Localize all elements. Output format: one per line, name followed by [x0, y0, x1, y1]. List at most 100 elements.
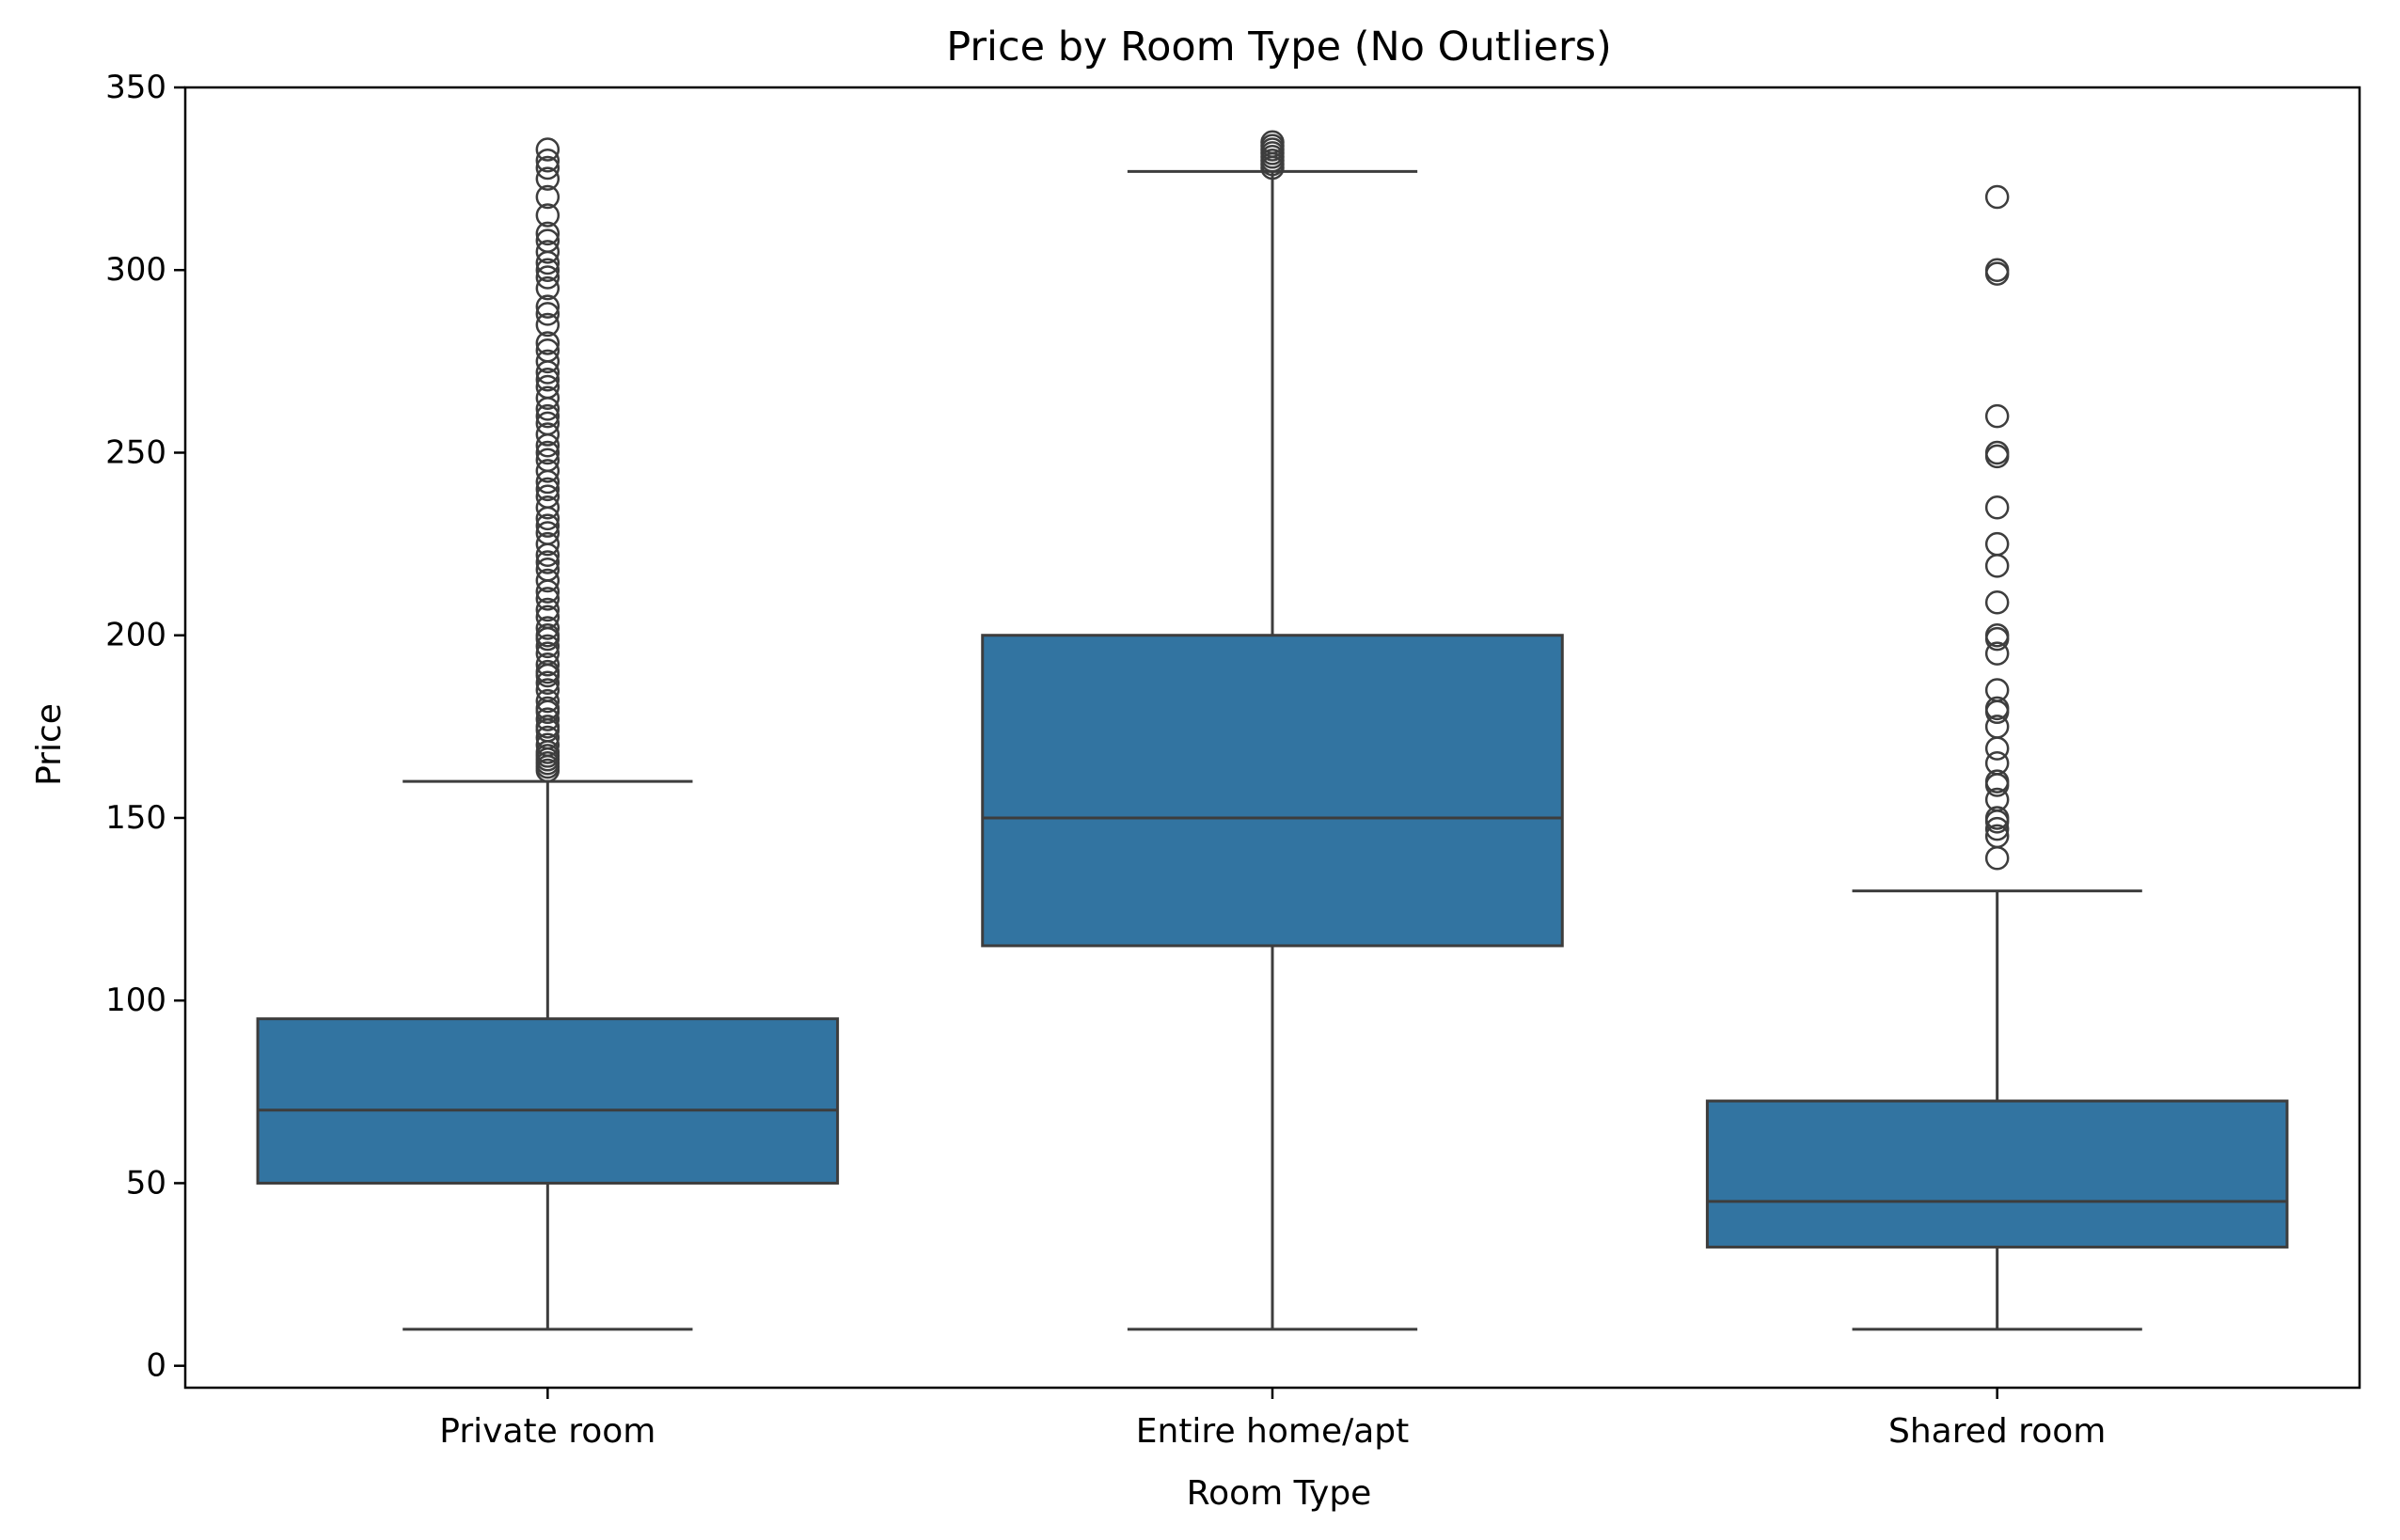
outlier-point	[1984, 845, 2010, 871]
outlier-point	[535, 688, 561, 714]
outlier-point	[535, 258, 561, 282]
outlier-point	[535, 166, 561, 191]
outlier-point	[1984, 531, 2010, 557]
y-tick-label: 50	[126, 1164, 166, 1202]
outlier-point	[1984, 806, 2010, 830]
x-tick-label: Private room	[439, 1412, 655, 1451]
y-tick-label: 300	[105, 251, 166, 289]
outlier-point	[1984, 816, 2010, 841]
outlier-point	[535, 294, 561, 319]
y-axis: 0 50 100 150 200 250 300 350	[105, 69, 185, 1385]
outlier-point	[535, 275, 561, 301]
outlier-point	[535, 228, 561, 253]
outlier-point	[1984, 554, 2010, 578]
outlier-point	[535, 302, 561, 326]
outlier-point	[1984, 495, 2010, 520]
outlier-point	[535, 725, 561, 750]
outlier-point	[535, 448, 561, 473]
outlier-point	[535, 659, 561, 684]
outlier-point	[535, 203, 561, 228]
x-axis-label: Room Type	[1187, 1474, 1372, 1513]
y-tick-label: 200	[105, 617, 166, 654]
outlier-point	[535, 641, 561, 666]
outlier-point	[535, 265, 561, 290]
outlier-point	[535, 495, 561, 520]
outlier-point	[535, 652, 561, 677]
outlier-point	[1984, 696, 2010, 721]
y-tick-label: 250	[105, 433, 166, 471]
outlier-point	[1984, 403, 2010, 429]
outlier-point	[535, 137, 561, 162]
outlier-point	[535, 221, 561, 246]
outlier-point	[1984, 787, 2010, 812]
outlier-point	[535, 605, 561, 630]
outlier-point	[1984, 258, 2010, 282]
outlier-point	[535, 715, 561, 739]
outlier-point	[535, 240, 561, 264]
outlier-point	[535, 634, 561, 659]
outlier-point	[1984, 824, 2010, 849]
outlier-point	[535, 148, 561, 173]
outlier-point	[535, 587, 561, 611]
box-group	[256, 137, 840, 1331]
outlier-point	[535, 484, 561, 509]
outlier-point	[535, 696, 561, 721]
outlier-point	[535, 477, 561, 502]
outlier-point	[535, 155, 561, 181]
outlier-point	[535, 707, 561, 731]
outlier-point	[1984, 715, 2010, 739]
outlier-point	[1984, 184, 2010, 210]
outlier-point	[535, 385, 561, 410]
outlier-point	[1984, 440, 2010, 465]
outlier-point	[535, 521, 561, 545]
outlier-point	[535, 331, 561, 355]
box-iqr	[981, 634, 1564, 948]
plot-frame	[183, 86, 2361, 1390]
outlier-point	[535, 531, 561, 557]
outlier-point	[1984, 678, 2010, 702]
x-tick-label: Shared room	[1888, 1412, 2106, 1451]
chart-title: Price by Room Type (No Outliers)	[946, 24, 1612, 71]
outlier-point	[535, 440, 561, 465]
outlier-point	[535, 568, 561, 593]
y-tick-label: 350	[105, 69, 166, 106]
outlier-point	[535, 513, 561, 538]
box-iqr	[1705, 1099, 2289, 1249]
plot-area	[256, 130, 2289, 1331]
outlier-point	[535, 597, 561, 622]
outlier-point	[535, 403, 561, 429]
outlier-point	[535, 616, 561, 640]
outlier-point	[535, 558, 561, 582]
outlier-point	[1984, 736, 2010, 761]
outlier-point	[1260, 130, 1285, 155]
box-iqr	[256, 1017, 840, 1185]
outlier-point	[1984, 641, 2010, 666]
outlier-point	[535, 732, 561, 758]
outlier-point	[535, 459, 561, 483]
x-axis: Private room Entire home/apt Shared room	[439, 1388, 2106, 1451]
outlier-point	[535, 550, 561, 574]
outlier-point	[535, 622, 561, 648]
outlier-point	[535, 368, 561, 392]
outlier-point	[535, 312, 561, 338]
outlier-point	[1984, 769, 2010, 794]
y-tick-label: 0	[146, 1347, 166, 1385]
outlier-point	[1984, 750, 2010, 776]
outlier-point	[535, 411, 561, 436]
outlier-point	[1984, 622, 2010, 648]
y-tick-label: 150	[105, 799, 166, 837]
outlier-point	[535, 349, 561, 374]
outlier-point	[535, 678, 561, 702]
outlier-point	[535, 422, 561, 447]
outlier-point	[535, 338, 561, 363]
box-group	[1705, 184, 2289, 1331]
box-group	[981, 130, 1564, 1331]
outlier-point	[535, 670, 561, 695]
outlier-point	[1984, 590, 2010, 615]
outlier-point	[535, 184, 561, 210]
outlier-point	[535, 374, 561, 400]
y-axis-label: Price	[30, 703, 69, 786]
x-tick-label: Entire home/apt	[1136, 1412, 1410, 1451]
y-tick-label: 100	[105, 982, 166, 1019]
